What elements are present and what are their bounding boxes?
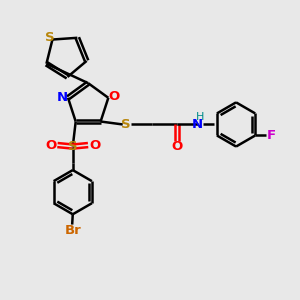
Text: Br: Br (64, 224, 81, 237)
Text: N: N (192, 118, 203, 131)
Text: O: O (89, 139, 100, 152)
Text: O: O (45, 139, 57, 152)
Text: O: O (109, 90, 120, 103)
Text: F: F (267, 129, 276, 142)
Text: S: S (45, 31, 55, 44)
Text: S: S (68, 140, 78, 153)
Text: H: H (196, 112, 204, 122)
Text: O: O (172, 140, 183, 153)
Text: N: N (57, 91, 68, 104)
Text: S: S (121, 118, 130, 131)
